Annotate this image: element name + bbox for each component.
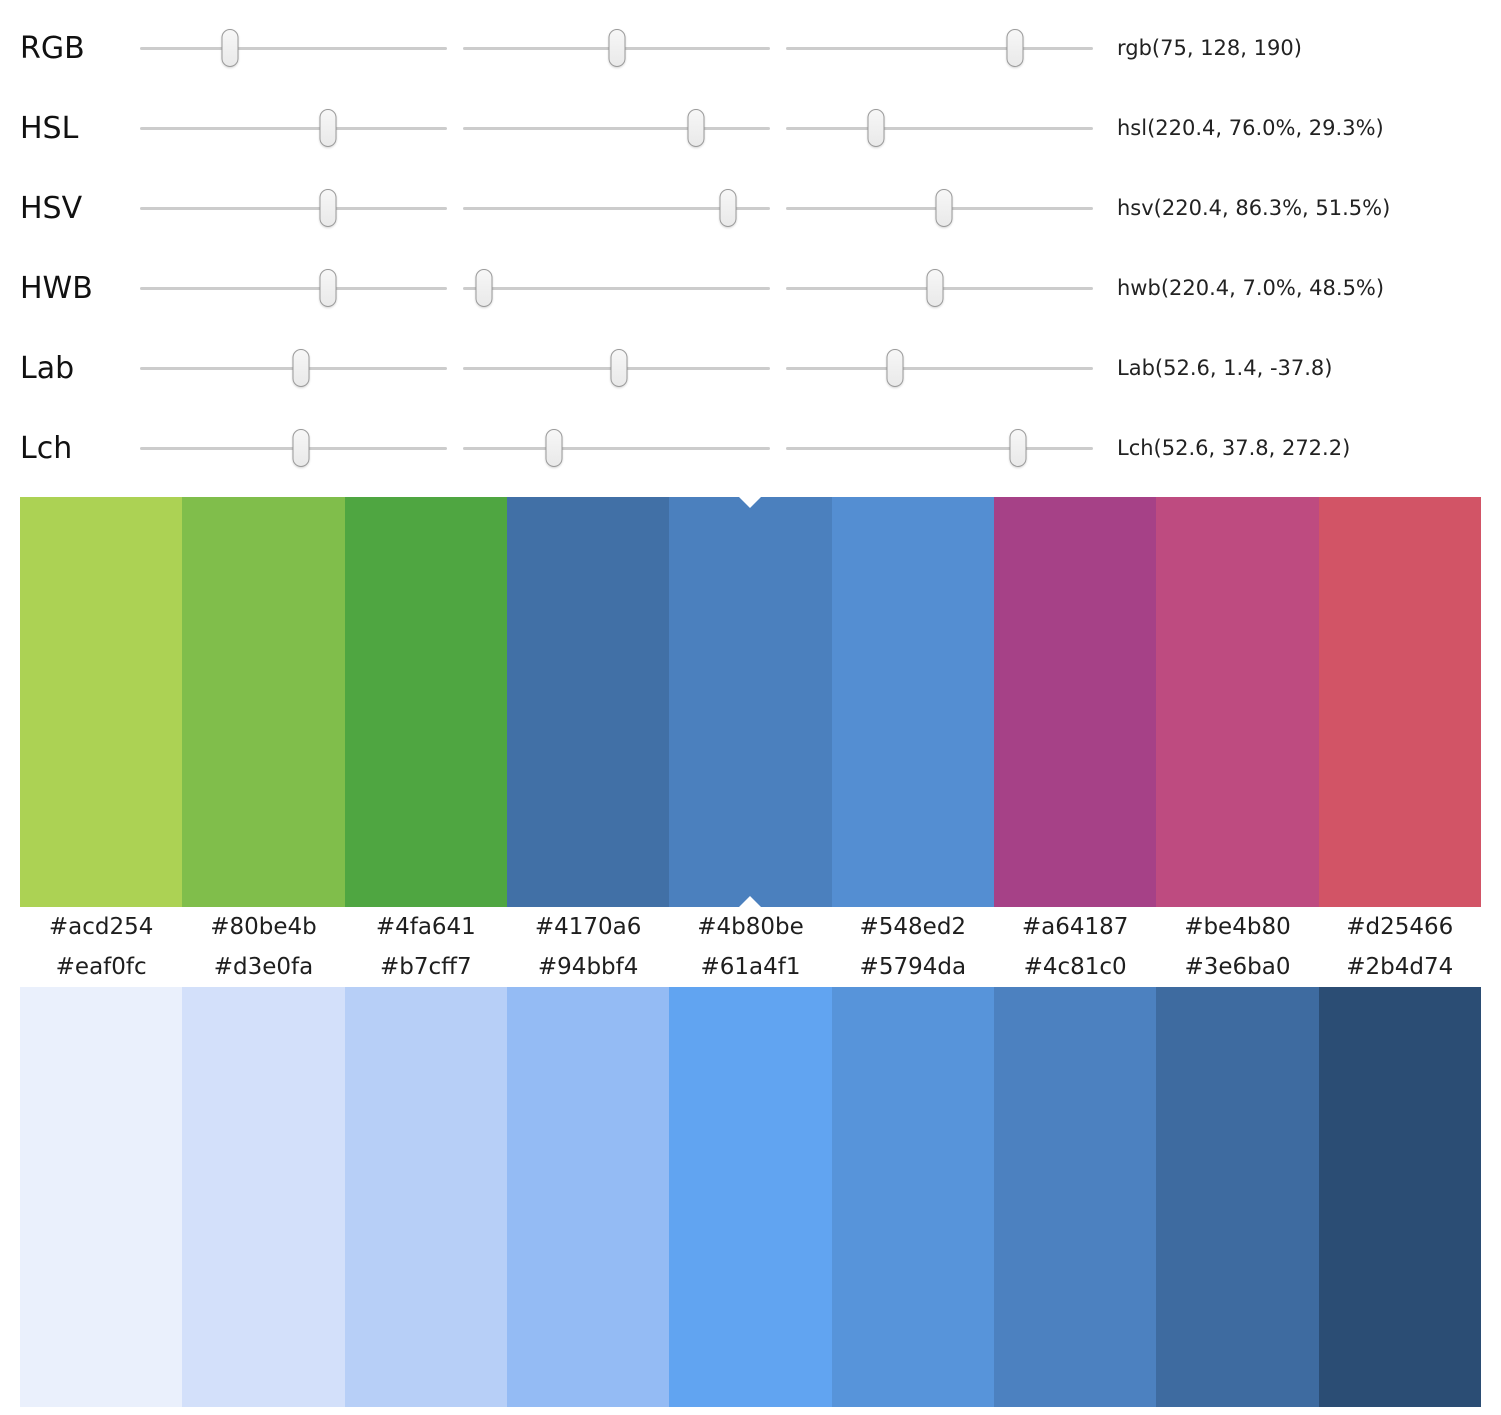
hue-swatch-3[interactable] [506,497,670,907]
hsv-slider-track-2[interactable] [463,186,770,230]
colorspace-label-hsv: HSV [20,190,83,226]
tint-hex-label-8: #2b4d74 [1346,954,1454,980]
rgb-slider-track-3[interactable] [786,26,1093,70]
hwb-slider-track-1[interactable] [140,266,447,310]
colorspace-label-lch: Lch [20,430,73,466]
tint-swatch-3[interactable] [506,987,670,1407]
lch-slider-handle-2[interactable] [545,429,563,467]
tint-hex-label-6: #4c81c0 [1023,954,1127,980]
tint-swatch-7[interactable] [1156,987,1319,1407]
tint-swatch-8[interactable] [1318,987,1481,1407]
colorspace-label-hsl: HSL [20,110,79,146]
tint-swatch-0[interactable] [20,987,183,1407]
hsv-slider-track-3[interactable] [786,186,1093,230]
selected-color-marker-top-icon [739,497,762,508]
hwb-slider-track-2[interactable] [463,266,770,310]
hue-hex-label-6: #a64187 [1021,914,1129,940]
rgb-value-text: rgb(75, 128, 190) [1117,36,1302,60]
hsl-value-text: hsl(220.4, 76.0%, 29.3%) [1117,116,1384,140]
hue-swatch-0[interactable] [20,497,183,907]
lch-slider-handle-1[interactable] [292,429,310,467]
lab-slider-track-2[interactable] [463,346,770,390]
tint-hex-label-4: #61a4f1 [700,954,801,980]
hue-hex-label-3: #4170a6 [534,914,642,940]
lch-slider-track-2[interactable] [463,426,770,470]
tint-swatch-1[interactable] [182,987,345,1407]
hue-hex-label-8: #d25466 [1346,914,1454,940]
lch-slider-track-3[interactable] [786,426,1093,470]
hue-swatch-1[interactable] [182,497,345,907]
lab-slider-handle-2[interactable] [610,349,628,387]
hsv-slider-handle-2[interactable] [719,189,737,227]
hue-swatch-8[interactable] [1318,497,1481,907]
lch-slider-handle-3[interactable] [1009,429,1027,467]
slider-row-hsv: HSV hsv(220.4, 86.3%, 51.5%) [0,168,1501,248]
rgb-slider-track-1[interactable] [140,26,447,70]
rgb-slider-track-2[interactable] [463,26,770,70]
hsv-slider-handle-3[interactable] [935,189,953,227]
rgb-slider-handle-3[interactable] [1006,29,1024,67]
hue-hex-label-1: #80be4b [210,914,317,940]
slider-row-hwb: HWB hwb(220.4, 7.0%, 48.5%) [0,248,1501,328]
hue-palette-labels: #acd254 #80be4b #4fa641 #4170a6 #4b80be … [20,907,1481,947]
tint-palette [20,987,1481,1407]
hue-swatch-7[interactable] [1156,497,1319,907]
rgb-slider-handle-1[interactable] [221,29,239,67]
lab-value-text: Lab(52.6, 1.4, -37.8) [1117,356,1333,380]
hsv-slider-track-1[interactable] [140,186,447,230]
hue-hex-label-2: #4fa641 [375,914,476,940]
tint-swatch-5[interactable] [831,987,994,1407]
slider-row-hsl: HSL hsl(220.4, 76.0%, 29.3%) [0,88,1501,168]
colorspace-label-lab: Lab [20,350,75,386]
lab-slider-track-1[interactable] [140,346,447,390]
hwb-slider-track-3[interactable] [786,266,1093,310]
hwb-slider-handle-3[interactable] [926,269,944,307]
tint-hex-label-7: #3e6ba0 [1184,954,1291,980]
slider-row-lch: Lch Lch(52.6, 37.8, 272.2) [0,408,1501,488]
hue-swatch-6[interactable] [993,497,1157,907]
rgb-slider-handle-2[interactable] [608,29,626,67]
tint-swatch-6[interactable] [993,987,1157,1407]
hsl-slider-track-3[interactable] [786,106,1093,150]
lab-slider-handle-3[interactable] [886,349,904,387]
tint-swatch-4[interactable] [669,987,832,1407]
lab-slider-track-3[interactable] [786,346,1093,390]
hwb-value-text: hwb(220.4, 7.0%, 48.5%) [1117,276,1385,300]
hwb-slider-handle-1[interactable] [319,269,337,307]
hsv-value-text: hsv(220.4, 86.3%, 51.5%) [1117,196,1391,220]
tint-hex-label-5: #5794da [859,954,967,980]
hue-swatch-5[interactable] [831,497,994,907]
hwb-slider-handle-2[interactable] [475,269,493,307]
lab-slider-handle-1[interactable] [292,349,310,387]
tint-hex-label-2: #b7cff7 [380,954,472,980]
hue-swatch-4-selected[interactable] [669,497,832,907]
colorspace-label-hwb: HWB [20,270,93,306]
hsv-slider-handle-1[interactable] [319,189,337,227]
hue-hex-label-0: #acd254 [48,914,154,940]
tint-hex-label-1: #d3e0fa [213,954,314,980]
hue-palette [20,497,1481,907]
hsl-slider-handle-1[interactable] [319,109,337,147]
tint-hex-label-3: #94bbf4 [537,954,639,980]
tint-swatch-2[interactable] [344,987,507,1407]
slider-panel: RGB rgb(75, 128, 190) HSL hsl(220 [0,0,1501,488]
hsl-slider-handle-3[interactable] [867,109,885,147]
hue-hex-label-5: #548ed2 [859,914,967,940]
tint-palette-labels: #eaf0fc #d3e0fa #b7cff7 #94bbf4 #61a4f1 … [20,947,1481,987]
lch-slider-track-1[interactable] [140,426,447,470]
colorspace-label-rgb: RGB [20,30,85,66]
hsl-slider-handle-2[interactable] [687,109,705,147]
tint-hex-label-0: #eaf0fc [55,954,147,980]
hue-hex-label-4: #4b80be [697,914,804,940]
lch-value-text: Lch(52.6, 37.8, 272.2) [1117,436,1351,460]
hsl-slider-track-1[interactable] [140,106,447,150]
slider-row-rgb: RGB rgb(75, 128, 190) [0,8,1501,88]
selected-color-marker-bottom-icon [739,896,762,907]
slider-row-lab: Lab Lab(52.6, 1.4, -37.8) [0,328,1501,408]
hue-hex-label-7: #be4b80 [1184,914,1291,940]
hsl-slider-track-2[interactable] [463,106,770,150]
hue-swatch-2[interactable] [344,497,507,907]
